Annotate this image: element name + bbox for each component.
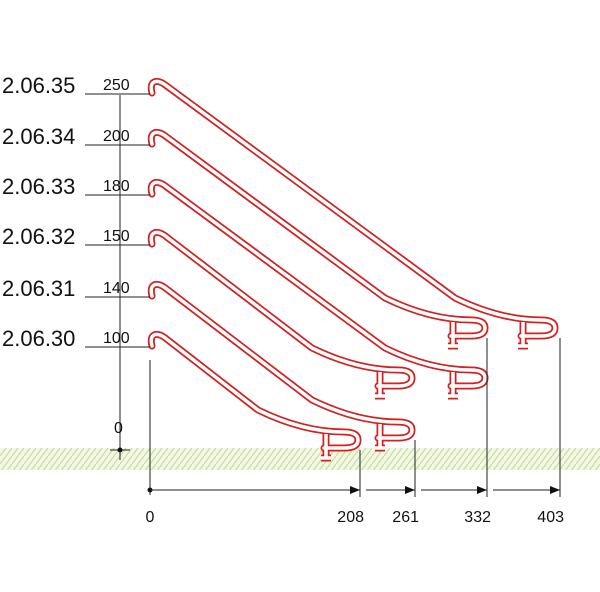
height-label: 150 xyxy=(103,228,130,245)
product-code: 2.06.34 xyxy=(2,124,75,149)
width-label: 403 xyxy=(537,509,564,526)
product-code: 2.06.32 xyxy=(2,224,75,249)
slide-leg xyxy=(518,322,528,348)
width-label: 332 xyxy=(464,509,491,526)
slide-leg xyxy=(375,372,385,398)
origin-dot xyxy=(117,447,123,453)
product-code: 2.06.31 xyxy=(2,276,75,301)
width-label: 261 xyxy=(392,509,419,526)
height-label: 250 xyxy=(103,77,130,94)
ground xyxy=(0,448,600,470)
product-code: 2.06.30 xyxy=(2,326,75,351)
slide xyxy=(149,282,414,440)
slide xyxy=(149,230,414,388)
height-label: 140 xyxy=(103,280,130,297)
width-label: 0 xyxy=(146,509,155,526)
slide-leg xyxy=(321,434,331,460)
labels: 2.06.35 250 2.06.34 200 2.06.33 180 2.06.32 150… xyxy=(2,73,564,526)
slide-leg xyxy=(448,372,458,398)
height-label: 200 xyxy=(103,128,130,145)
slide xyxy=(149,332,360,450)
slide xyxy=(149,79,557,338)
slide-leg xyxy=(448,322,458,348)
height-label: 100 xyxy=(103,330,130,347)
product-code: 2.06.35 xyxy=(2,73,75,98)
slide-leg xyxy=(375,424,385,450)
width-label: 208 xyxy=(337,509,364,526)
height-label: 180 xyxy=(103,178,130,195)
slides xyxy=(147,77,559,462)
origin-label: 0 xyxy=(114,420,123,437)
slide xyxy=(149,180,487,388)
product-code: 2.06.33 xyxy=(2,174,75,199)
slide xyxy=(149,130,487,338)
